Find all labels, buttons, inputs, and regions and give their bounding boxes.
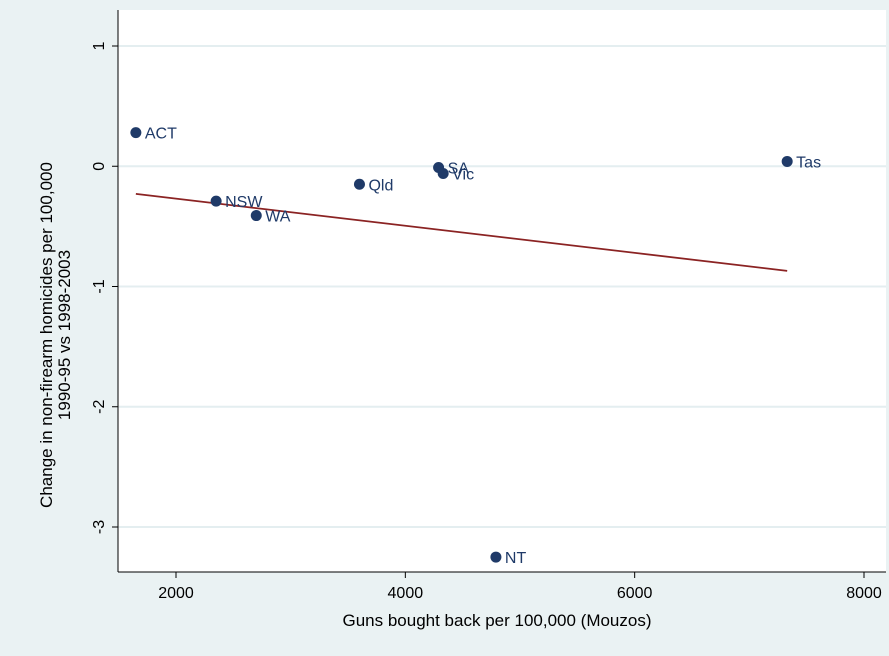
point-label-nsw: NSW	[225, 194, 263, 211]
x-axis-title: Guns bought back per 100,000 (Mouzos)	[342, 611, 651, 630]
point-label-tas: Tas	[796, 154, 821, 171]
data-point-act	[130, 127, 142, 139]
x-tick-label: 8000	[846, 585, 882, 602]
point-label-qld: Qld	[368, 177, 393, 194]
point-label-act: ACT	[145, 126, 177, 143]
y-tick-label: -3	[91, 520, 108, 534]
plot-area	[118, 10, 886, 572]
y-tick-label: -1	[91, 279, 108, 293]
y-tick-label: -2	[91, 400, 108, 414]
point-label-nt: NT	[505, 550, 527, 567]
x-tick-label: 4000	[388, 585, 424, 602]
point-label-vic: Vic	[452, 166, 474, 183]
y-tick-label: 0	[91, 162, 108, 171]
point-label-wa: WA	[265, 209, 291, 226]
data-point-nsw	[210, 195, 222, 207]
point-label-sa: SA	[448, 160, 470, 177]
y-axis-title-line-1: Change in non-firearm homicides per 100,…	[37, 162, 56, 508]
x-tick-label: 2000	[158, 585, 194, 602]
y-tick-label: 1	[91, 41, 108, 50]
data-point-wa	[250, 210, 262, 222]
fit-line	[135, 193, 788, 272]
data-point-qld	[353, 178, 365, 190]
y-axis-title-line-2: 1990-95 vs 1998-2003	[55, 250, 74, 420]
x-tick-label: 6000	[617, 585, 653, 602]
data-point-tas	[781, 155, 793, 167]
data-point-nt	[490, 551, 502, 563]
data-point-vic	[437, 167, 449, 179]
